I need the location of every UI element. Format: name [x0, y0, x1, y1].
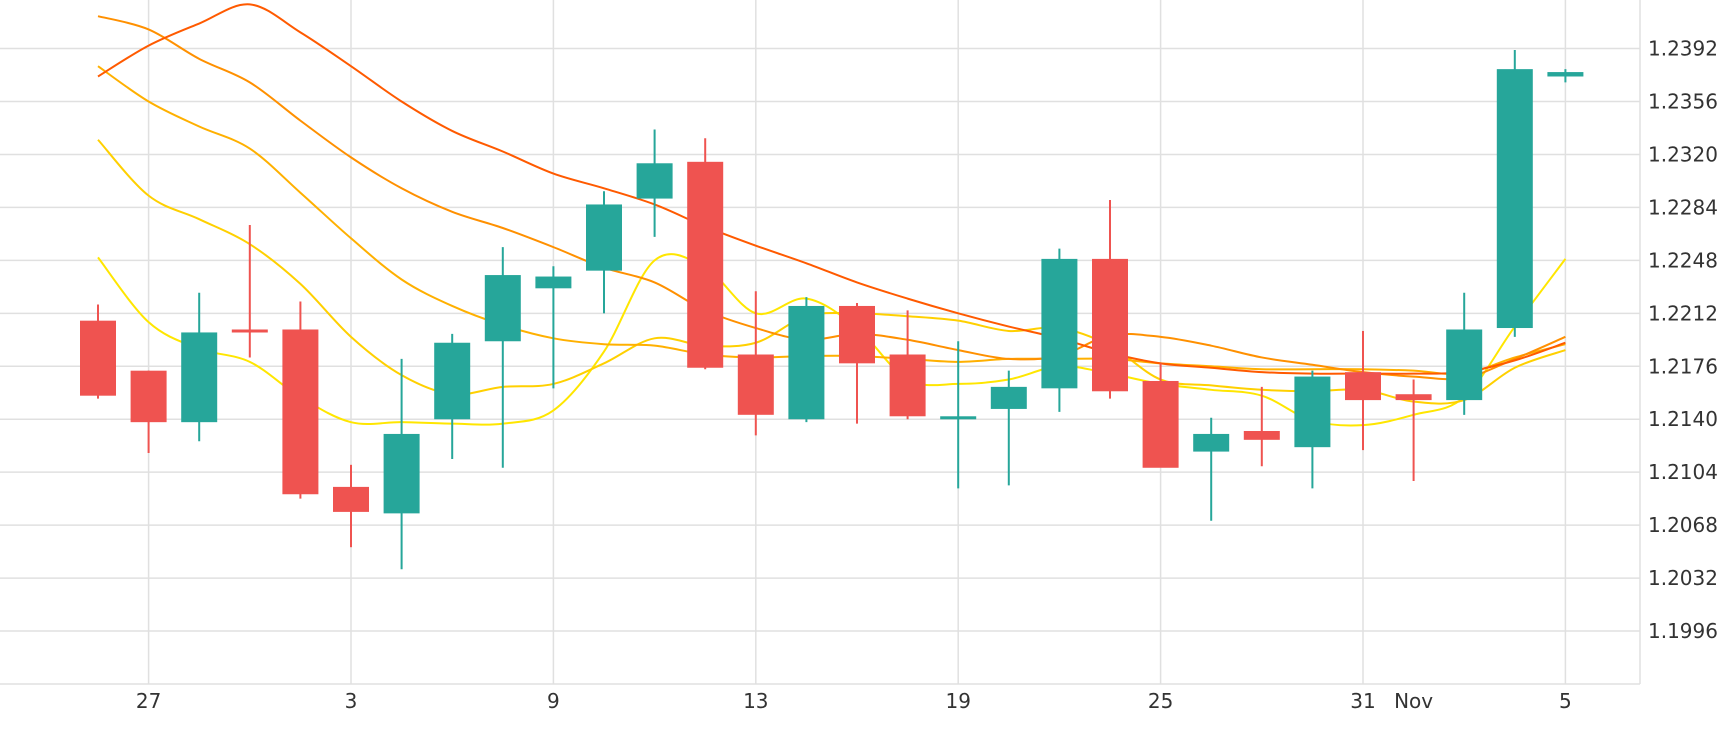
candle-down — [282, 301, 319, 499]
y-tick-label: 1.2212 — [1648, 301, 1718, 325]
candle-body — [434, 342, 471, 420]
candle-up — [990, 370, 1027, 486]
y-tick-label: 1.2356 — [1648, 89, 1718, 113]
x-tick-label: 19 — [945, 689, 970, 713]
y-tick-label: 1.2176 — [1648, 354, 1718, 378]
candle-down — [1395, 379, 1432, 482]
candle-up — [383, 358, 420, 570]
y-tick-label: 1.2068 — [1648, 513, 1718, 537]
y-tick-label: 1.1996 — [1648, 619, 1718, 643]
candle-body — [383, 433, 420, 514]
candle-down — [80, 304, 116, 399]
candle-body — [586, 204, 622, 271]
candle-up — [181, 292, 218, 442]
candle-body — [181, 332, 218, 423]
candle-body — [788, 305, 825, 420]
x-tick-label: Nov — [1394, 689, 1433, 713]
y-tick-label: 1.2284 — [1648, 195, 1718, 219]
candle-down — [737, 291, 774, 436]
x-tick-label: 5 — [1559, 689, 1572, 713]
y-tick-label: 1.2320 — [1648, 142, 1718, 166]
candle-up — [484, 247, 521, 468]
candle-body — [1345, 372, 1381, 401]
candle-body — [1041, 258, 1078, 389]
x-tick-label: 3 — [345, 689, 358, 713]
moving-average-line — [97, 3, 1566, 375]
candle-body — [687, 161, 724, 368]
candle-body — [940, 416, 977, 420]
candle-body — [535, 276, 572, 289]
candle-up — [434, 333, 471, 459]
moving-average-line — [97, 65, 1566, 376]
candle-down — [687, 138, 724, 370]
candle-body — [1446, 329, 1483, 401]
candle-body — [282, 329, 319, 495]
candle-down — [1243, 386, 1280, 467]
candle-body — [839, 305, 875, 364]
x-tick-label: 13 — [743, 689, 768, 713]
candle-body — [1294, 376, 1331, 448]
candles — [80, 50, 1584, 570]
candle-body — [1547, 72, 1584, 77]
candle-body — [1142, 380, 1179, 468]
candle-up — [535, 266, 572, 389]
moving-average-line — [97, 15, 1566, 381]
x-tick-label: 31 — [1350, 689, 1375, 713]
x-tick-label: 9 — [547, 689, 560, 713]
candle-body — [80, 320, 116, 396]
candle-down — [130, 370, 167, 454]
candle-up — [1496, 50, 1533, 337]
y-tick-label: 1.2140 — [1648, 407, 1718, 431]
candle-down — [333, 464, 369, 548]
axes: 1.1996 1.2032 1.2068 1.2104 1.2140 1.2176 1.22… — [136, 37, 1718, 713]
y-tick-label: 1.2032 — [1648, 566, 1718, 590]
candle-body — [636, 163, 673, 199]
candle-body — [1496, 69, 1533, 329]
x-tick-label: 27 — [136, 689, 161, 713]
x-tick-label: 25 — [1148, 689, 1173, 713]
candle-down — [1092, 200, 1128, 399]
y-tick-label: 1.2104 — [1648, 460, 1718, 484]
candle-up — [1294, 370, 1331, 489]
candle-body — [333, 486, 369, 512]
candle-body — [484, 275, 521, 342]
candle-up — [1041, 248, 1078, 412]
candle-up — [586, 191, 622, 314]
candle-up — [1547, 69, 1584, 83]
candle-up — [636, 129, 673, 237]
candle-body — [737, 354, 774, 415]
candle-body — [889, 354, 926, 417]
candle-down — [231, 225, 268, 358]
candle-up — [1446, 292, 1483, 415]
candle-down — [889, 310, 926, 420]
candle-down — [1142, 363, 1179, 468]
candle-body — [990, 386, 1027, 409]
candle-body — [1243, 430, 1280, 440]
candle-body — [231, 329, 268, 333]
candle-down — [839, 303, 875, 424]
candle-up — [940, 341, 977, 489]
candle-body — [1092, 258, 1128, 392]
candle-up — [1193, 417, 1230, 521]
candle-body — [130, 370, 167, 423]
y-tick-label: 1.2248 — [1648, 248, 1718, 272]
candle-body — [1193, 433, 1230, 452]
y-tick-label: 1.2392 — [1648, 37, 1718, 61]
candle-body — [1395, 394, 1432, 401]
candle-down — [1345, 330, 1381, 451]
candle-up — [788, 297, 825, 423]
